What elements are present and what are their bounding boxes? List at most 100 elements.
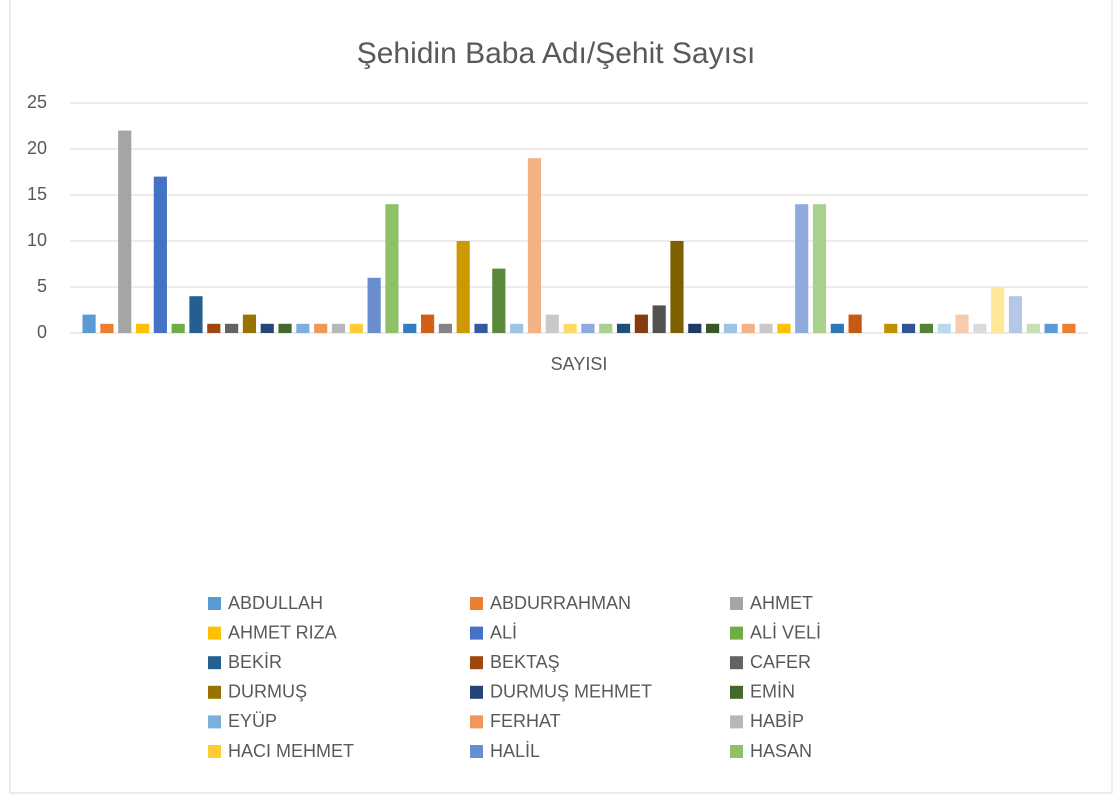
bar: [135, 323, 150, 333]
legend-swatch: [470, 626, 483, 640]
bar: [189, 296, 203, 333]
bar: [1008, 296, 1023, 333]
bar: [848, 314, 862, 333]
legend-label: AHMET: [750, 593, 813, 613]
bar: [973, 323, 987, 333]
y-tick-label: 15: [27, 184, 47, 204]
bar: [670, 241, 684, 333]
bar: [492, 268, 506, 333]
legend-label: EYÜP: [228, 711, 277, 731]
legend-label: FERHAT: [490, 711, 561, 731]
bar: [563, 323, 577, 333]
legend-swatch: [470, 715, 483, 729]
y-tick-label: 25: [27, 92, 47, 112]
bar: [153, 176, 167, 333]
legend-swatch: [470, 656, 483, 670]
y-tick-label: 10: [27, 230, 47, 250]
bar: [759, 323, 773, 333]
bar: [919, 323, 933, 333]
legend-label: HABİP: [750, 711, 804, 731]
legend-swatch: [208, 626, 221, 640]
bar: [296, 323, 310, 333]
legend-label: ALİ: [490, 622, 517, 642]
bar: [207, 323, 221, 333]
bar: [545, 314, 559, 333]
legend-label: HACI MEHMET: [228, 741, 354, 761]
legend-swatch: [208, 715, 221, 729]
legend-swatch: [730, 745, 743, 758]
legend-label: EMİN: [750, 682, 795, 702]
legend-swatch: [730, 597, 743, 610]
bar: [599, 323, 613, 333]
bar: [688, 323, 702, 333]
bar: [527, 158, 542, 333]
bar: [349, 323, 363, 333]
bar: [438, 323, 452, 333]
legend-label: HALİL: [490, 741, 540, 761]
bar: [812, 204, 827, 333]
y-tick-label: 20: [27, 138, 47, 158]
chart-frame: [9, 0, 1113, 794]
bar: [242, 314, 257, 333]
bar: [171, 323, 185, 333]
legend-swatch: [470, 597, 483, 610]
bar: [652, 305, 666, 333]
chart-title: Şehidin Baba Adı/Şehit Sayısı: [357, 37, 756, 70]
bar: [331, 323, 346, 333]
bar: [884, 323, 898, 333]
y-tick-label: 5: [37, 276, 47, 296]
legend-label: ABDULLAH: [228, 593, 323, 613]
bar: [830, 323, 844, 333]
legend-label: CAFER: [750, 652, 811, 672]
bar: [82, 314, 96, 333]
bar: [456, 241, 470, 333]
bar: [1026, 323, 1040, 333]
legend-swatch: [730, 626, 743, 640]
y-tick-label: 0: [37, 322, 47, 342]
bar: [777, 323, 791, 333]
legend-label: DURMUŞ: [228, 682, 307, 702]
bar: [634, 314, 648, 333]
legend-label: HASAN: [750, 741, 812, 761]
bar: [616, 323, 631, 333]
legend-label: ABDURRAHMAN: [490, 593, 631, 613]
bar: [118, 130, 132, 333]
bar: [1062, 323, 1076, 333]
legend-swatch: [208, 656, 221, 670]
bar: [510, 323, 524, 333]
bar: [955, 314, 969, 333]
legend-swatch: [208, 745, 221, 758]
bar: [706, 323, 720, 333]
legend-swatch: [208, 597, 221, 610]
bar: [225, 323, 239, 333]
legend-label: AHMET RIZA: [228, 622, 337, 642]
legend-label: ALİ VELİ: [750, 622, 821, 642]
bar: [901, 323, 916, 333]
legend-swatch: [208, 685, 221, 699]
x-tick-label: SAYISI: [551, 354, 608, 374]
legend-label: BEKİR: [228, 652, 282, 672]
bar: [937, 323, 951, 333]
legend-swatch: [470, 745, 483, 758]
bar: [403, 323, 417, 333]
bar: [741, 323, 755, 333]
bar: [278, 323, 292, 333]
bar: [367, 277, 381, 333]
bar: [1044, 323, 1058, 333]
bar: [723, 323, 738, 333]
legend-swatch: [730, 685, 743, 699]
bar: [795, 204, 809, 333]
bar: [991, 287, 1005, 333]
bar: [420, 314, 435, 333]
bar: [100, 323, 114, 333]
legend-swatch: [470, 685, 483, 699]
legend-label: BEKTAŞ: [490, 652, 560, 672]
bar: [385, 204, 399, 333]
legend-swatch: [730, 656, 743, 670]
bar: [314, 323, 328, 333]
bar: [581, 323, 595, 333]
bar: [474, 323, 488, 333]
legend-label: DURMUŞ MEHMET: [490, 682, 652, 702]
